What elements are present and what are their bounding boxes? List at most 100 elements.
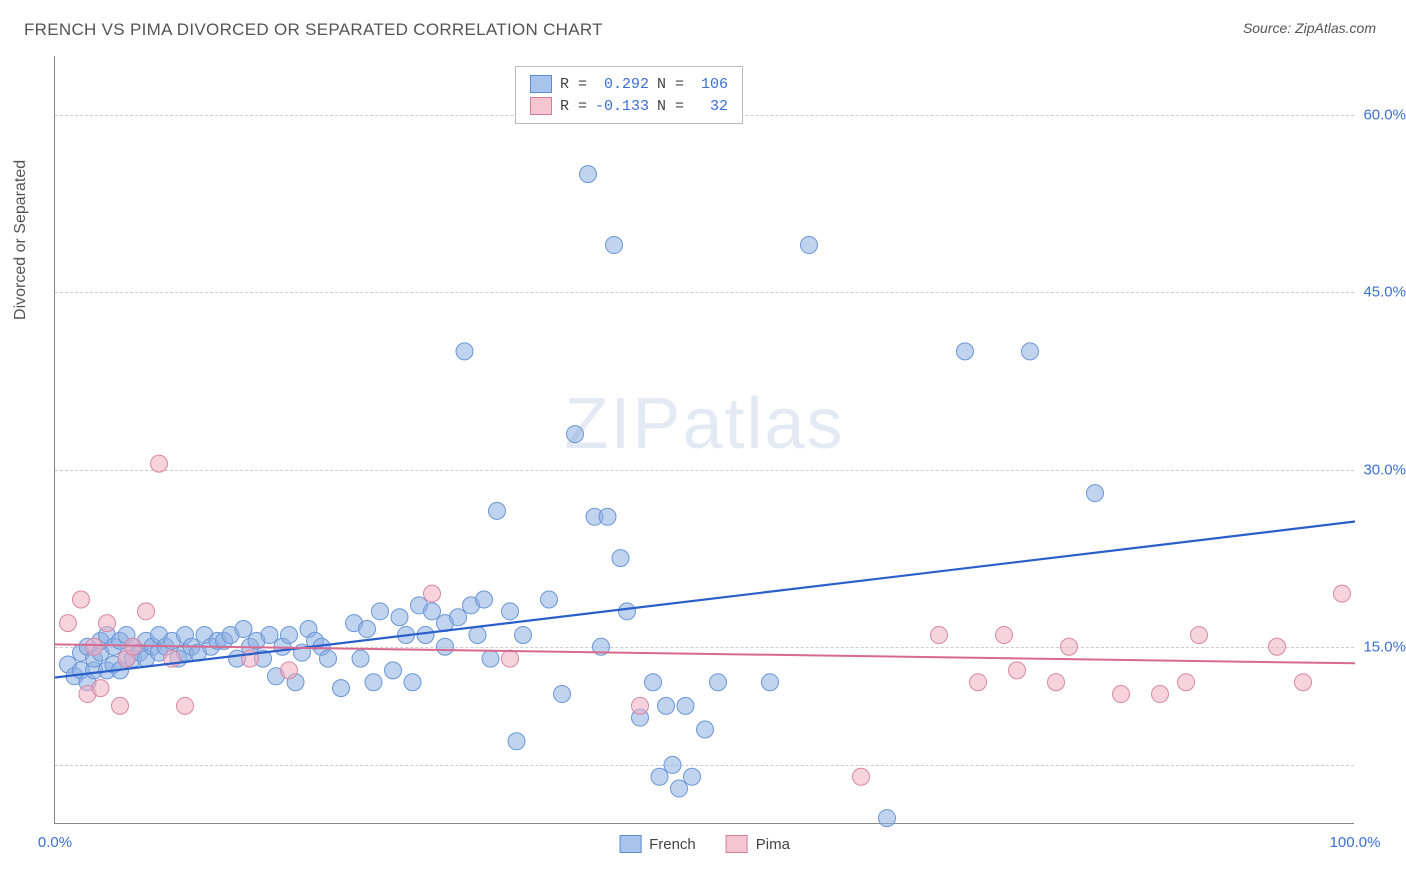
y-tick-label: 45.0% — [1363, 284, 1406, 301]
data-point — [1061, 638, 1078, 655]
data-point — [359, 621, 376, 638]
data-point — [1178, 674, 1195, 691]
source-attribution: Source: ZipAtlas.com — [1243, 20, 1376, 36]
data-point — [502, 650, 519, 667]
data-point — [664, 756, 681, 773]
r-value-french: 0.292 — [595, 76, 649, 93]
swatch-pima — [530, 97, 552, 115]
data-point — [1295, 674, 1312, 691]
data-point — [333, 680, 350, 697]
data-point — [697, 721, 714, 738]
y-tick-label: 60.0% — [1363, 107, 1406, 124]
data-point — [515, 626, 532, 643]
data-point — [801, 237, 818, 254]
data-point — [502, 603, 519, 620]
data-point — [489, 502, 506, 519]
stats-legend: R = 0.292 N = 106 R = -0.133 N = 32 — [515, 66, 743, 124]
n-value-french: 106 — [692, 76, 728, 93]
data-point — [651, 768, 668, 785]
data-point — [482, 650, 499, 667]
swatch-french — [619, 835, 641, 853]
data-point — [281, 662, 298, 679]
source-prefix: Source: — [1243, 20, 1295, 36]
data-point — [456, 343, 473, 360]
data-point — [957, 343, 974, 360]
r-label: R = — [560, 98, 587, 115]
data-point — [60, 615, 77, 632]
data-point — [385, 662, 402, 679]
data-point — [606, 237, 623, 254]
r-label: R = — [560, 76, 587, 93]
data-point — [658, 697, 675, 714]
data-point — [1334, 585, 1351, 602]
data-point — [404, 674, 421, 691]
data-point — [352, 650, 369, 667]
data-point — [580, 166, 597, 183]
data-point — [112, 697, 129, 714]
legend-label-french: French — [649, 836, 696, 853]
y-tick-label: 15.0% — [1363, 638, 1406, 655]
data-point — [86, 638, 103, 655]
data-point — [996, 626, 1013, 643]
plot-area: ZIPatlas R = 0.292 N = 106 R = -0.133 N … — [54, 56, 1354, 824]
data-point — [554, 686, 571, 703]
series-legend: French Pima — [619, 835, 790, 853]
chart-container: ZIPatlas R = 0.292 N = 106 R = -0.133 N … — [54, 56, 1354, 824]
swatch-pima — [726, 835, 748, 853]
data-point — [92, 680, 109, 697]
data-point — [424, 603, 441, 620]
y-axis-label: Divorced or Separated — [12, 160, 30, 320]
data-point — [372, 603, 389, 620]
data-point — [645, 674, 662, 691]
data-point — [677, 697, 694, 714]
data-point — [541, 591, 558, 608]
legend-item-french: French — [619, 835, 696, 853]
chart-title: FRENCH VS PIMA DIVORCED OR SEPARATED COR… — [24, 20, 603, 40]
data-point — [73, 591, 90, 608]
data-point — [476, 591, 493, 608]
legend-item-pima: Pima — [726, 835, 790, 853]
y-tick-label: 30.0% — [1363, 461, 1406, 478]
swatch-french — [530, 75, 552, 93]
data-point — [1191, 626, 1208, 643]
data-point — [1087, 485, 1104, 502]
r-value-pima: -0.133 — [595, 98, 649, 115]
data-point — [424, 585, 441, 602]
data-point — [508, 733, 525, 750]
data-point — [599, 508, 616, 525]
data-point — [619, 603, 636, 620]
data-point — [437, 638, 454, 655]
data-point — [1152, 686, 1169, 703]
data-point — [417, 626, 434, 643]
data-point — [177, 697, 194, 714]
source-link[interactable]: ZipAtlas.com — [1295, 20, 1376, 36]
data-point — [612, 550, 629, 567]
scatter-plot-svg — [55, 56, 1354, 823]
n-label: N = — [657, 76, 684, 93]
data-point — [1022, 343, 1039, 360]
data-point — [879, 810, 896, 827]
x-tick-label: 0.0% — [38, 834, 72, 851]
data-point — [391, 609, 408, 626]
legend-row-pima: R = -0.133 N = 32 — [530, 95, 728, 117]
data-point — [320, 650, 337, 667]
data-point — [970, 674, 987, 691]
n-label: N = — [657, 98, 684, 115]
x-tick-label: 100.0% — [1330, 834, 1381, 851]
legend-row-french: R = 0.292 N = 106 — [530, 73, 728, 95]
data-point — [469, 626, 486, 643]
n-value-pima: 32 — [692, 98, 728, 115]
data-point — [138, 603, 155, 620]
data-point — [853, 768, 870, 785]
data-point — [125, 638, 142, 655]
data-point — [281, 626, 298, 643]
data-point — [710, 674, 727, 691]
data-point — [671, 780, 688, 797]
data-point — [1269, 638, 1286, 655]
data-point — [1113, 686, 1130, 703]
data-point — [1009, 662, 1026, 679]
data-point — [632, 697, 649, 714]
data-point — [762, 674, 779, 691]
data-point — [261, 626, 278, 643]
data-point — [365, 674, 382, 691]
